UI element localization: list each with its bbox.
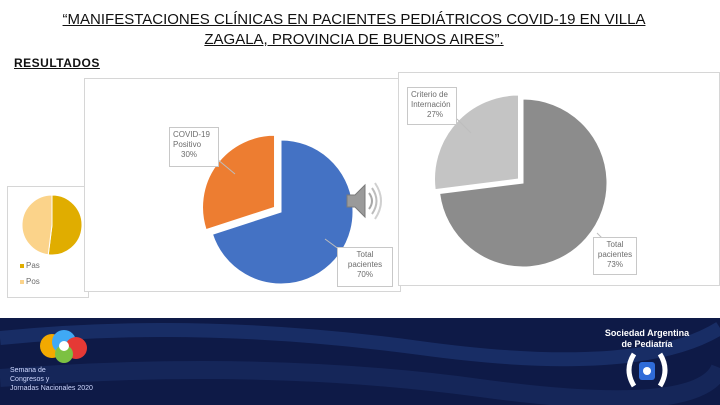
title-line-2: ZAGALA, PROVINCIA DE BUENOS AIRES”. (204, 31, 504, 48)
org-line-2: de Pediatría (621, 339, 673, 349)
callout-total-label: Total (356, 250, 374, 259)
hospitalization-pie-slice-1 (439, 98, 608, 268)
callout-covid-label2: Positivo (173, 140, 202, 149)
section-label: RESULTADOS (14, 56, 100, 70)
speaker-icon[interactable] (341, 179, 385, 223)
congress-line-3: Jornadas Nacionales 2020 (10, 385, 93, 392)
org-name: Sociedad Argentina de Pediatría (592, 328, 702, 350)
callout-total-patients: Total pacientes 70% (337, 247, 393, 287)
callout-leader-crit (456, 118, 472, 134)
legend-swatch-1 (20, 263, 24, 268)
callout-hospitalization-criteria: Criterio de Internación 27% (407, 87, 457, 125)
footer-banner: Semana de Congresos y Jornadas Nacionale… (0, 318, 720, 405)
congress-title: Semana de Congresos y Jornadas Nacionale… (10, 366, 93, 393)
hospitalization-pie-chart (434, 94, 608, 268)
legend-swatch-2 (20, 279, 24, 284)
chart-panel-hospitalization: Criterio de Internación 27% Total pacien… (398, 72, 720, 286)
small-pie-slice-1 (47, 194, 83, 256)
callout-total-label2: pacientes (347, 260, 383, 269)
congress-line-1: Semana de (10, 367, 46, 374)
legend-label-1: Pas (26, 261, 40, 270)
covid-pie-chart (202, 134, 354, 285)
small-legend-item-2: Pos (20, 277, 40, 286)
callout-total2-value: 73% (606, 260, 623, 269)
org-line-1: Sociedad Argentina (604, 328, 690, 338)
callout-covid-label: COVID-19 (173, 130, 210, 139)
callout-crit-label2: Internación (411, 100, 451, 109)
small-legend-item-1: Pas (20, 261, 40, 270)
callout-crit-label: Criterio de (411, 90, 448, 99)
callout-crit-value: 27% (427, 110, 444, 119)
legend-label-2: Pos (26, 277, 40, 286)
callout-covid-value: 30% (181, 150, 198, 159)
callout-covid-positive: COVID-19 Positivo 30% (169, 127, 219, 167)
sap-logo-icon (626, 352, 668, 388)
small-pie-chart (21, 194, 83, 256)
chart-panel-covid: COVID-19 Positivo 30% Total pacientes 70… (84, 78, 401, 292)
congress-line-2: Congresos y (10, 376, 50, 383)
chart-panel-small: Pas Pos (7, 186, 89, 298)
callout-total-patients-2: Total pacientes 73% (593, 237, 637, 275)
slide-title: “MANIFESTACIONES CLÍNICAS EN PACIENTES P… (18, 10, 690, 50)
callout-total-value: 70% (356, 270, 373, 279)
small-pie-slice-2 (21, 194, 53, 256)
callout-total2-label2: pacientes (597, 250, 633, 259)
footer-decoration (0, 322, 720, 405)
congress-logo-icon (40, 330, 87, 363)
callout-total2-label: Total (606, 240, 624, 249)
title-line-1: “MANIFESTACIONES CLÍNICAS EN PACIENTES P… (62, 11, 646, 28)
